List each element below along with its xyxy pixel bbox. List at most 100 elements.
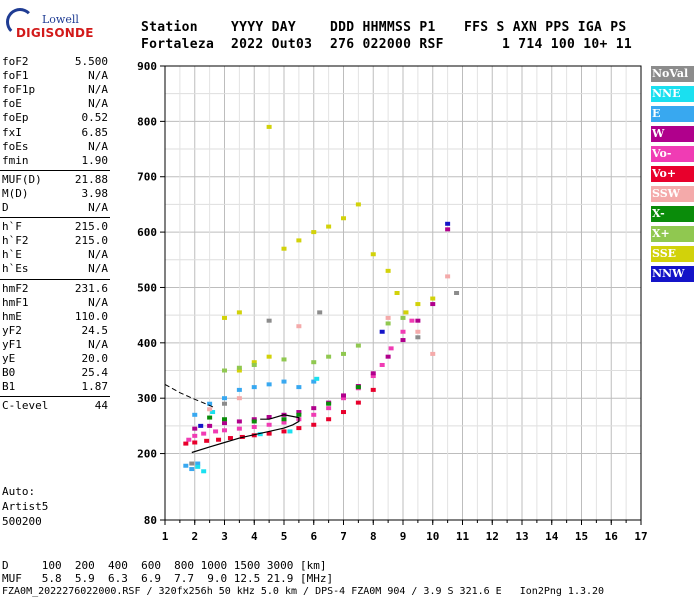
param-label: hmF1: [2, 295, 29, 309]
x-tick-label: 13: [515, 530, 528, 543]
param-value: 20.0: [81, 352, 109, 365]
param-row: yF2 24.5: [2, 324, 108, 338]
param-row: hmE 110.0: [2, 310, 108, 324]
point-x-: [207, 415, 213, 420]
param-row: B1 1.87: [2, 380, 108, 394]
param-row: foE N/A: [2, 97, 108, 111]
header-label-station: Station: [141, 20, 198, 35]
x-tick-label: 11: [456, 530, 470, 543]
point-x-: [251, 419, 257, 424]
point-sse: [222, 315, 227, 320]
param-value: 0.52: [81, 111, 109, 125]
point-w: [385, 354, 391, 359]
point-vo-: [266, 431, 272, 436]
point-ssw: [296, 324, 302, 329]
point-nne: [314, 376, 320, 381]
param-label: foEs: [2, 139, 29, 153]
auto-version-label: 500200: [2, 515, 42, 528]
header-value-time: 276 022000 RSF: [330, 37, 444, 52]
point-e: [222, 396, 227, 401]
point-ssw: [236, 396, 242, 401]
param-row: yE 20.0: [2, 352, 108, 366]
header-label-settings: FFS S AXN PPS IGA PS: [464, 20, 627, 35]
param-value: 1.87: [81, 380, 109, 394]
y-tick-label: 300: [137, 392, 157, 405]
point-vo-: [236, 426, 242, 431]
y-tick-label: 500: [137, 281, 157, 294]
point-sse: [341, 216, 346, 221]
x-tick-label: 2: [191, 530, 198, 543]
param-label: foF2: [2, 55, 29, 68]
param-row: foF2 5.500: [2, 55, 108, 69]
point-x-: [222, 417, 227, 422]
param-row: MUF(D) 21.88: [2, 173, 108, 187]
param-separator: [0, 217, 110, 219]
param-row: foF1p N/A: [2, 83, 108, 97]
point-vo-: [341, 410, 346, 415]
param-value: 110.0: [74, 309, 108, 323]
param-row: C-level 44: [2, 399, 108, 413]
point-w: [236, 419, 242, 424]
legend-item-w: W: [651, 126, 694, 142]
point-nne: [210, 410, 216, 415]
point-vo-: [341, 396, 346, 401]
point-x-: [236, 365, 242, 370]
param-row: fmin 1.90: [2, 154, 108, 168]
param-row: M(D) 3.98: [2, 187, 108, 201]
legend-item-nne: NNE: [651, 86, 694, 102]
param-separator: [0, 169, 110, 171]
point-noval: [454, 291, 460, 295]
point-e: [311, 379, 317, 384]
point-nnw: [445, 221, 451, 226]
point-sse: [415, 302, 421, 307]
point-sse: [430, 296, 436, 301]
param-value: N/A: [88, 248, 108, 262]
point-sse: [311, 230, 317, 235]
point-x-: [281, 357, 287, 362]
x-tick-label: 1: [162, 530, 169, 543]
param-row: h`E N/A: [2, 248, 108, 262]
param-label: M(D): [2, 186, 29, 200]
y-tick-label: 200: [137, 448, 157, 461]
auto-label: Auto:: [2, 485, 36, 498]
point-w: [296, 410, 302, 415]
param-value: N/A: [88, 139, 108, 153]
param-row: foEp 0.52: [2, 111, 108, 125]
point-x-: [385, 321, 391, 326]
x-tick-label: 5: [281, 530, 288, 543]
param-label: yF2: [2, 323, 22, 337]
param-row: h`Es N/A: [2, 262, 108, 276]
legend-item-noval: NoVal: [651, 66, 694, 82]
point-nne: [287, 429, 293, 434]
point-x-: [251, 362, 257, 367]
point-e: [251, 385, 257, 390]
footer-distance-row: D 100 200 400 600 800 1000 1500 3000 [km…: [2, 559, 327, 572]
x-tick-label: 14: [545, 530, 559, 543]
param-separator: [0, 396, 110, 398]
header-value-date: 2022 Out03: [231, 37, 313, 52]
point-nne: [257, 432, 263, 437]
point-vo-: [266, 422, 272, 427]
point-sse: [370, 252, 376, 257]
param-row: foEs N/A: [2, 140, 108, 154]
x-tick-label: 4: [251, 530, 258, 543]
x-tick-label: 10: [426, 530, 439, 543]
point-vo-: [370, 387, 376, 392]
legend-item-sse: SSE: [651, 246, 694, 262]
param-value: 3.98: [81, 186, 109, 200]
param-value: N/A: [88, 201, 108, 214]
point-x-: [326, 401, 332, 406]
legend-item-nnw: NNW: [651, 266, 694, 282]
point-w: [400, 338, 406, 343]
param-label: foF1: [2, 69, 29, 83]
point-x-: [311, 360, 317, 365]
point-w: [370, 371, 376, 376]
param-value: 21.88: [74, 172, 108, 186]
point-x-: [400, 315, 406, 320]
y-tick-label: 800: [137, 115, 157, 128]
point-noval: [266, 318, 272, 323]
point-nnw: [198, 423, 204, 428]
legend-item-ssw: SSW: [651, 186, 694, 202]
param-label: hmF2: [2, 281, 29, 295]
